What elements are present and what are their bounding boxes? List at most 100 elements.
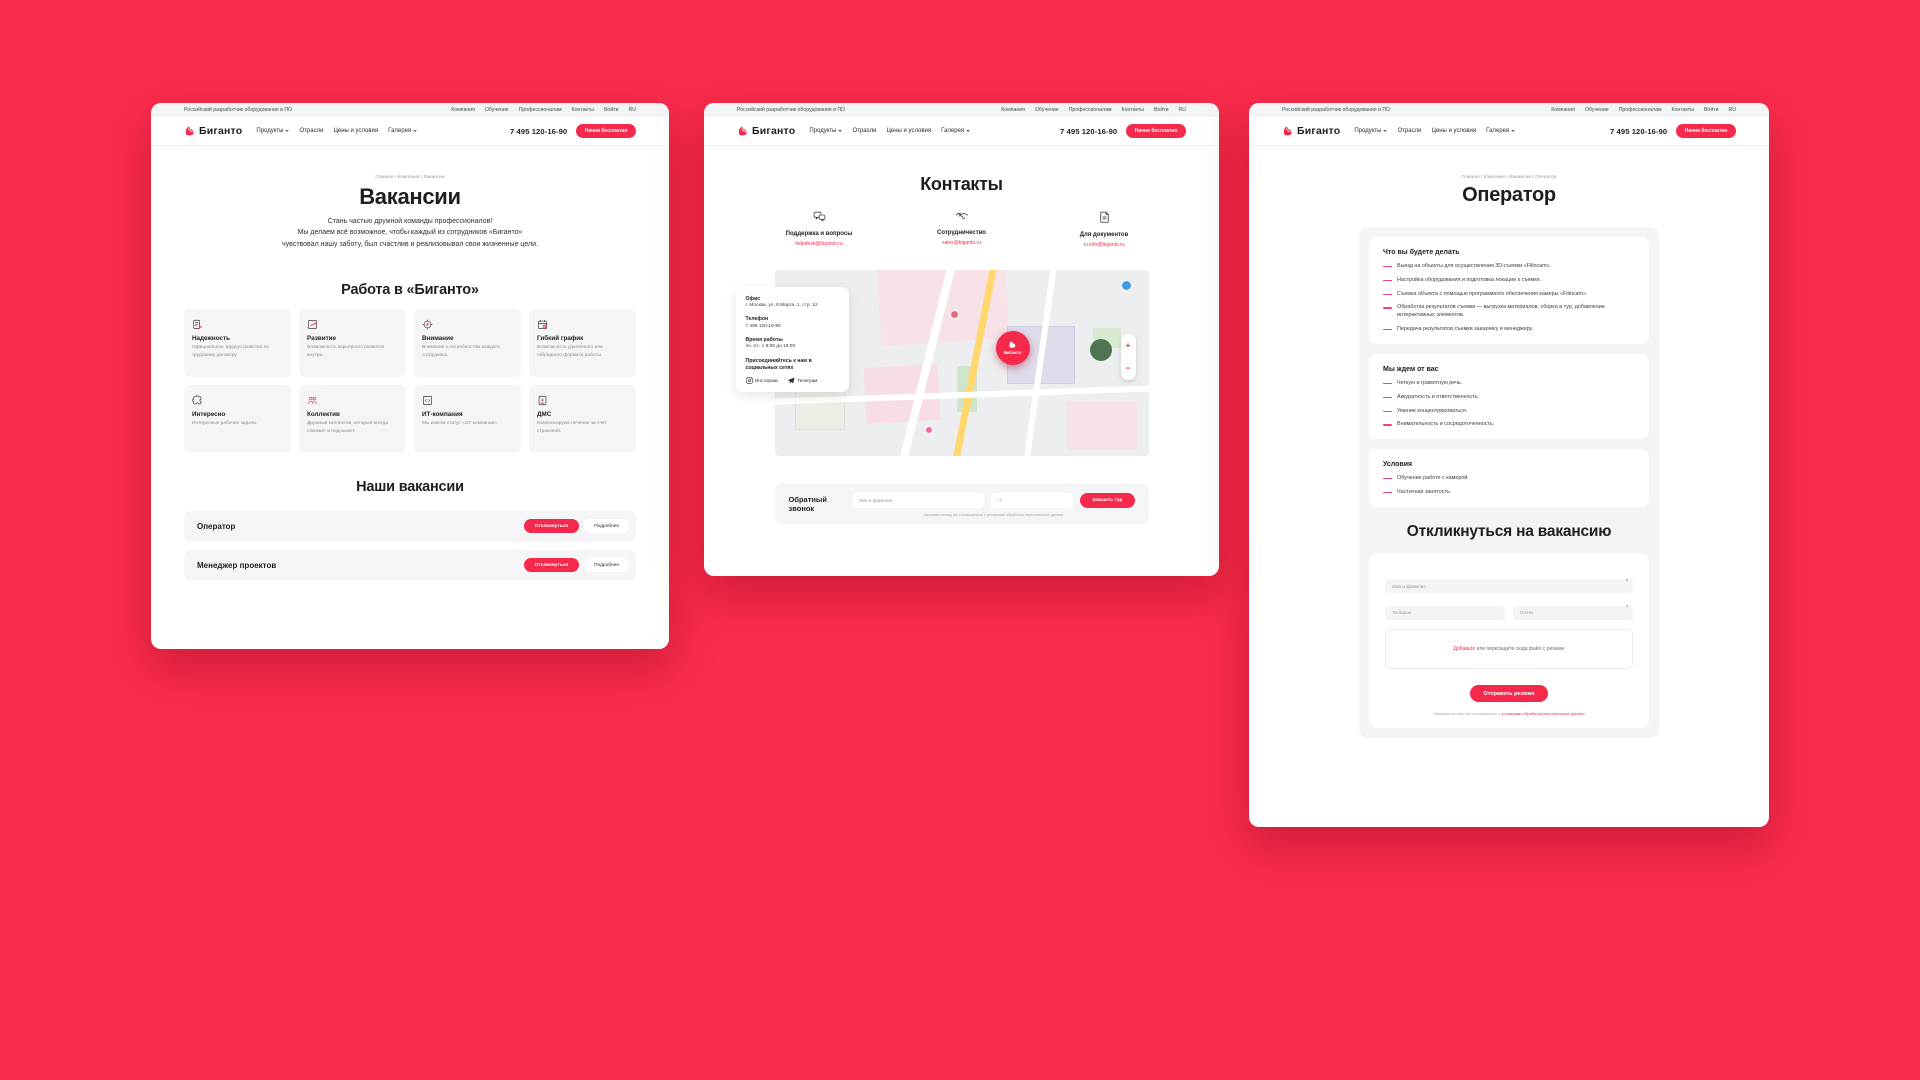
callback-name-input[interactable] <box>852 492 984 508</box>
benefit-desc: Возможность карьерного развития внутри. <box>307 345 385 358</box>
topbar-link-company[interactable]: Компания <box>1551 107 1575 113</box>
topbar-link-lang[interactable]: RU <box>1728 107 1737 113</box>
social-links: Инстаграм Телеграм <box>745 376 839 384</box>
benefit-card-attention: Внимание Внимание к потребностям каждого… <box>414 308 521 377</box>
topbar-link-login[interactable]: Войти <box>1703 107 1719 113</box>
contract-icon <box>192 319 283 330</box>
map-zoom-control: + − <box>1120 333 1136 380</box>
vacancy-title: Оператор <box>197 521 236 531</box>
nav-item-industries[interactable]: Отрасли <box>299 128 324 134</box>
bullet-text: Обработка результатов съемки — выгрузка … <box>1397 304 1605 319</box>
topbar-link-login[interactable]: Войти <box>1153 107 1169 113</box>
nav-links: Продукты Отрасли Цены и условия Галерея <box>256 128 418 134</box>
bullet-text: Настройка оборудования и подготовка лока… <box>1397 276 1542 283</box>
breadcrumb[interactable]: Главная / Компания / Вакансии / Оператор <box>1461 175 1557 180</box>
telegram-link[interactable]: Телеграм <box>787 377 817 384</box>
nav-item-pricing[interactable]: Цены и условия <box>333 128 379 134</box>
topbar-link-lang[interactable]: RU <box>1178 107 1187 113</box>
zoom-in-button[interactable]: + <box>1125 339 1131 350</box>
nav-item-gallery[interactable]: Галерея <box>1486 128 1516 134</box>
topbar-link-contacts[interactable]: Контакты <box>1121 107 1144 113</box>
nav-links: Продукты Отрасли Цены и условия Галерея <box>1354 128 1516 134</box>
page-title: Оператор <box>1462 184 1556 206</box>
map-pin-biganto[interactable]: Биганто <box>995 330 1030 365</box>
benefit-title: Гибкий график <box>537 334 584 342</box>
name-input[interactable] <box>1385 579 1633 594</box>
channel-email[interactable]: sales@biganto.ru <box>942 239 981 246</box>
callback-submit-button[interactable]: Заказать тур <box>1080 492 1135 508</box>
biganto-logo[interactable]: Биганто <box>1282 125 1340 137</box>
channel-email[interactable]: ru.info@biganto.ru <box>1083 241 1125 248</box>
phone-link[interactable]: 7 495 120-16-90 <box>1060 126 1118 136</box>
nav-item-gallery[interactable]: Галерея <box>388 128 418 134</box>
nav-item-industries[interactable]: Отрасли <box>852 128 877 134</box>
bullet-text: Передача результатов съемки заказчику и … <box>1397 326 1534 333</box>
apply-form-card: * * Добавьте или перетащите сюда файл с … <box>1369 552 1649 729</box>
apply-button[interactable]: Откликнуться <box>523 558 580 573</box>
personal-data-terms-link[interactable]: условиями обработки персональных данных <box>1501 711 1585 717</box>
topbar-link-company[interactable]: Компания <box>451 107 475 113</box>
nav-item-gallery[interactable]: Галерея <box>941 128 971 134</box>
instagram-link[interactable]: Инстаграм <box>745 376 778 384</box>
breadcrumb[interactable]: Главная / Компания / Вакансии <box>375 175 445 180</box>
nav-item-pricing[interactable]: Цены и условия <box>886 128 932 134</box>
dash-icon <box>1383 478 1392 480</box>
email-input[interactable] <box>1513 605 1633 620</box>
topbar-link-professionals[interactable]: Профессионалам <box>518 107 562 113</box>
resume-dropzone[interactable]: Добавьте или перетащите сюда файл с резю… <box>1385 628 1633 669</box>
topbar-link-login[interactable]: Войти <box>603 107 619 113</box>
nav-item-industries[interactable]: Отрасли <box>1397 128 1422 134</box>
topbar-link-contacts[interactable]: Контакты <box>1671 107 1694 113</box>
add-file-link[interactable]: Добавьте <box>1453 645 1476 652</box>
nav-item-pricing[interactable]: Цены и условия <box>1431 128 1477 134</box>
benefit-title: Развитие <box>307 334 337 342</box>
intro-text: Стань частью дружной команды профессиона… <box>282 218 538 248</box>
topbar-link-education[interactable]: Обучение <box>484 107 509 113</box>
phone-link[interactable]: 7 495 120-16-90 <box>1610 126 1668 136</box>
topbar-link-lang[interactable]: RU <box>628 107 637 113</box>
topbar-link-contacts[interactable]: Контакты <box>571 107 594 113</box>
start-free-button[interactable]: Начни бесплатно <box>1126 124 1186 138</box>
phone-value[interactable]: 7 495 120-16-90 <box>745 323 781 329</box>
topbar-link-company[interactable]: Компания <box>1001 107 1025 113</box>
puzzle-icon <box>192 395 283 406</box>
nav-item-products[interactable]: Продукты <box>809 128 843 134</box>
utility-bar: Российский разработчик оборудования и ПО… <box>1249 103 1769 117</box>
send-resume-button[interactable]: Отправить резюме <box>1469 685 1549 703</box>
benefit-desc: Компенсируем лечение за счет страховой. <box>537 421 607 434</box>
topbar-link-education[interactable]: Обучение <box>1584 107 1609 113</box>
details-button[interactable]: Подробнее <box>584 558 629 573</box>
benefit-desc: Мы имеем статус «ИТ-компании». <box>422 421 499 427</box>
channel-email[interactable]: helpdesk@biganto.ru <box>795 240 843 247</box>
start-free-button[interactable]: Начни бесплатно <box>576 124 636 138</box>
logo-text: Биганто <box>199 125 243 137</box>
apply-button[interactable]: Откликнуться <box>523 519 580 534</box>
dash-icon <box>1383 492 1392 494</box>
zoom-out-button[interactable]: − <box>1125 362 1131 373</box>
main-nav: Биганто Продукты Отрасли Цены и условия … <box>704 117 1219 146</box>
hours-value: пн.-пт.: с 9:00 до 18:00 <box>745 344 796 350</box>
benefit-card-team: Коллектив Дружный коллектив, который все… <box>299 384 406 453</box>
section-title: Условия <box>1383 461 1413 469</box>
form-disclaimer: Нажимая кнопку, вы соглашаетесь с услови… <box>1385 711 1633 716</box>
details-button[interactable]: Подробнее <box>584 519 629 534</box>
biganto-logo[interactable]: Биганто <box>184 125 242 137</box>
nav-item-products[interactable]: Продукты <box>1354 128 1388 134</box>
topbar-link-professionals[interactable]: Профессионалам <box>1618 107 1662 113</box>
callback-phone-input[interactable] <box>990 492 1074 508</box>
phone-input[interactable] <box>1385 605 1505 620</box>
section-title: Мы ждем от вас <box>1383 365 1439 373</box>
office-info-card: Офис г. Москва, ул. 8 Марта, 1, стр. 12 … <box>735 286 849 392</box>
start-free-button[interactable]: Начни бесплатно <box>1676 124 1736 138</box>
topbar-link-education[interactable]: Обучение <box>1034 107 1059 113</box>
benefit-card-reliability: Надежность Официальное трудоустройство п… <box>184 308 291 377</box>
vacancy-details-panel: Что вы будете делать Выезд на объекты дл… <box>1359 227 1659 739</box>
bullet-text: Частичная занятость. <box>1397 489 1452 496</box>
topbar-link-professionals[interactable]: Профессионалам <box>1068 107 1112 113</box>
channel-support: Поддержка и вопросы helpdesk@biganto.ru <box>764 211 874 248</box>
biganto-logo[interactable]: Биганто <box>737 125 795 137</box>
phone-link[interactable]: 7 495 120-16-90 <box>510 126 568 136</box>
benefit-desc: Возможность удаленного или гибридного фо… <box>537 345 603 358</box>
nav-item-products[interactable]: Продукты <box>256 128 290 134</box>
dropzone-text: или перетащите сюда файл с резюме <box>1475 645 1565 652</box>
